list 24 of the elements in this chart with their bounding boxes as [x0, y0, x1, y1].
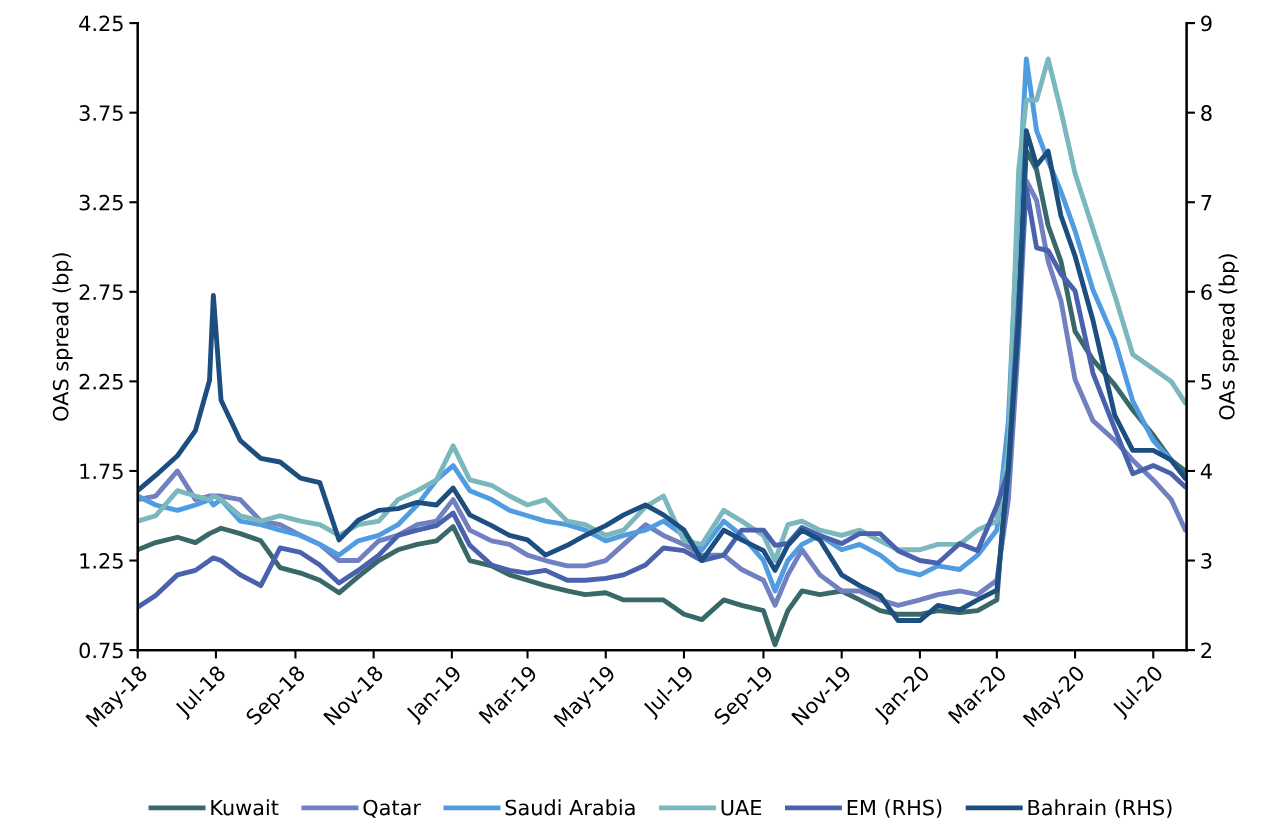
y2-tick-label: 6 — [1201, 284, 1212, 301]
y-axis-title: OAS spread (bp) — [52, 253, 73, 421]
legend-label: Bahrain (RHS) — [1028, 799, 1172, 818]
y2-tick-label: 2 — [1201, 642, 1211, 659]
legend-label: EM (RHS) — [847, 799, 942, 818]
legend-label: UAE — [721, 799, 762, 816]
y-tick-label: 0.75 — [79, 642, 123, 659]
y2-tick-label: 9 — [1201, 15, 1212, 32]
legend-label: Kuwait — [211, 799, 279, 816]
y-tick-label: 1.25 — [80, 552, 123, 569]
legend-label: Saudi Arabia — [505, 799, 635, 816]
y-tick-label: 3.25 — [79, 194, 123, 211]
y-tick-label: 1.75 — [80, 463, 123, 480]
legend-label: Qatar — [363, 799, 421, 818]
y2-tick-label: 7 — [1201, 194, 1212, 211]
y2-tick-label: 3 — [1201, 552, 1212, 569]
y-tick-label: 4.25 — [79, 15, 123, 32]
y-tick-label: 3.75 — [79, 105, 123, 121]
y2-axis-title: OAs spread (bp) — [1218, 254, 1239, 420]
y2-tick-label: 8 — [1201, 105, 1212, 121]
y2-tick-label: 4 — [1200, 463, 1212, 479]
y2-tick-label: 5 — [1201, 374, 1212, 390]
y-tick-label: 2.75 — [79, 284, 123, 301]
y-tick-label: 2.25 — [79, 373, 123, 390]
